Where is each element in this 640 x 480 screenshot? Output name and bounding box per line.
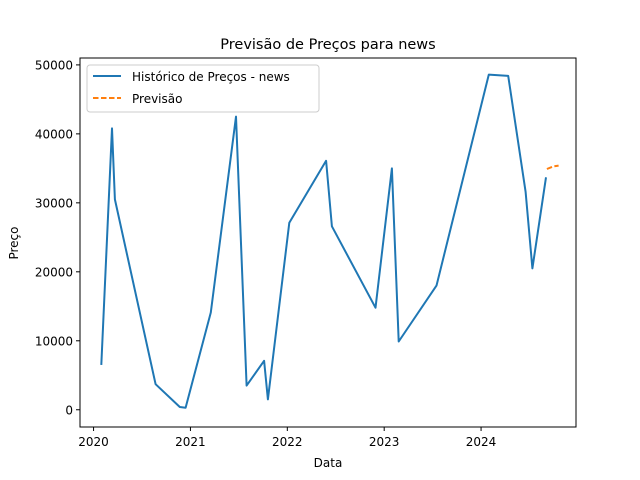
x-tick-label: 2023 <box>369 435 400 449</box>
x-tick-label: 2024 <box>466 435 497 449</box>
y-axis-label: Preço <box>7 226 21 259</box>
x-axis: 2020 2021 2022 2023 2024 <box>78 427 496 449</box>
legend-box <box>86 64 320 113</box>
y-tick-label: 10000 <box>35 334 73 348</box>
legend-label-history: Histórico de Preços - news <box>132 70 290 84</box>
y-tick-label: 30000 <box>35 196 73 210</box>
x-tick-label: 2020 <box>78 435 109 449</box>
series-line-forecast <box>546 164 559 170</box>
series-line-history <box>100 73 547 409</box>
x-tick-label: 2022 <box>272 435 303 449</box>
legend-label-forecast: Previsão <box>132 92 182 106</box>
y-axis: 0 10000 20000 30000 40000 50000 <box>35 58 80 417</box>
chart-title: Previsão de Preços para news <box>220 37 435 53</box>
legend: Histórico de Preços - news Previsão <box>86 64 320 113</box>
y-tick-label: 40000 <box>35 127 73 141</box>
y-tick-label: 50000 <box>35 58 73 72</box>
y-tick-label: 0 <box>65 403 73 417</box>
plot-area-frame <box>79 57 577 428</box>
x-tick-label: 2021 <box>175 435 206 449</box>
y-tick-label: 20000 <box>35 265 73 279</box>
series-layer <box>100 73 559 409</box>
x-axis-label: Data <box>314 456 343 470</box>
